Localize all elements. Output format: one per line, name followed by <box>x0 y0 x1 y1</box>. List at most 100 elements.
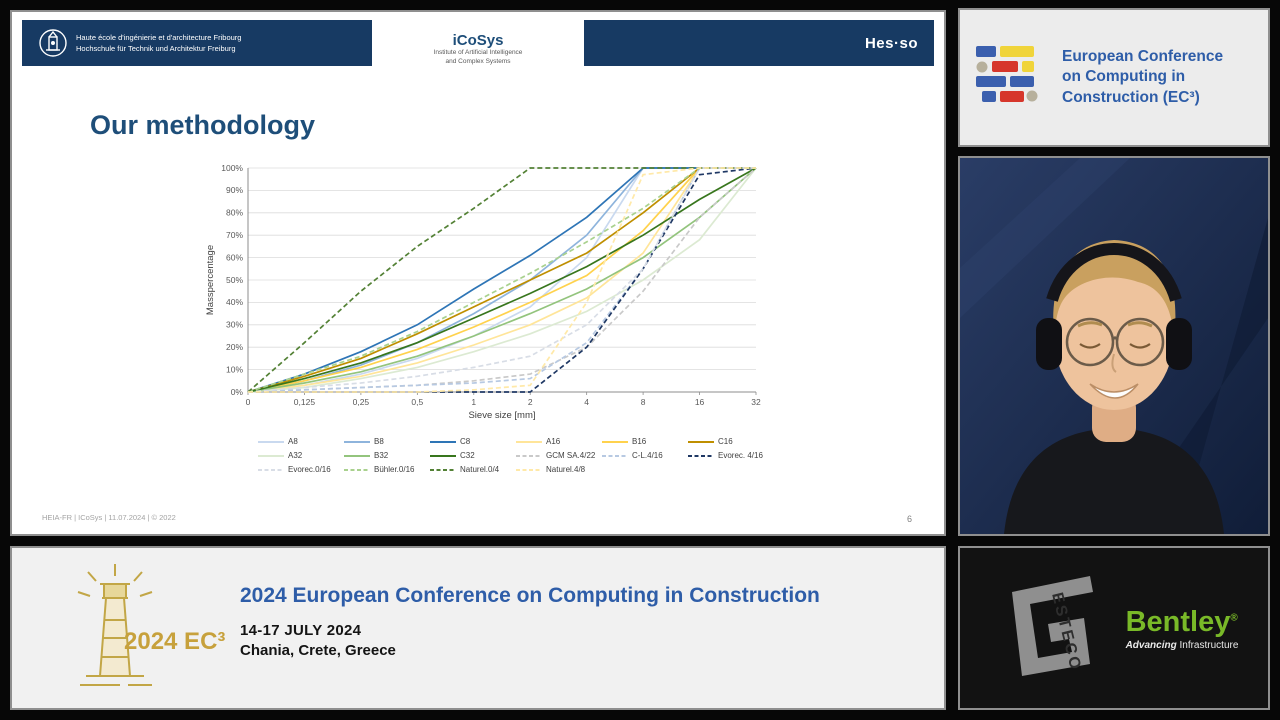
legend-swatch <box>516 468 542 471</box>
legend-item-evorec-4-16: Evorec. 4/16 <box>688 451 774 460</box>
legend-label: C16 <box>718 437 733 446</box>
svg-text:16: 16 <box>695 397 705 407</box>
conference-dates: 14-17 JULY 2024 <box>240 622 362 639</box>
legend-swatch <box>430 468 456 471</box>
legend-item-b16: B16 <box>602 437 688 446</box>
slide-title: Our methodology <box>90 110 315 140</box>
lighthouse-icon <box>77 564 153 686</box>
svg-text:4: 4 <box>584 397 589 407</box>
legend-item-naturel-4-8: Naturel.4/8 <box>516 465 602 474</box>
svg-text:0,25: 0,25 <box>353 397 370 407</box>
chart-legend: A8 B8 C8 A16 B16 C16 A32 B32 C32 GCM SA.4/22 C-L.4… <box>258 437 782 479</box>
presenter-webcam-video <box>960 158 1268 534</box>
legend-label: A8 <box>288 437 298 446</box>
heia-fr-logo: Haute école d'ingénierie et d'architectu… <box>38 27 241 59</box>
heia-line1: Haute école d'ingénierie et d'architectu… <box>76 32 242 42</box>
svg-text:40%: 40% <box>226 297 243 307</box>
legend-item-b8: B8 <box>344 437 430 446</box>
legend-swatch <box>430 454 456 457</box>
legend-swatch <box>258 440 284 443</box>
svg-text:0,5: 0,5 <box>411 397 423 407</box>
bentley-tagline: Infrastructure <box>1179 639 1239 651</box>
svg-text:100%: 100% <box>221 163 243 173</box>
legend-label: Evorec.0/16 <box>288 465 331 474</box>
slide-panel: Haute école d'ingénierie et d'architectu… <box>10 10 946 536</box>
icosys-subtitle-line2: and Complex Systems <box>445 57 511 65</box>
legend-item-a8: A8 <box>258 437 344 446</box>
legend-label: B8 <box>374 437 384 446</box>
legend-item-c-l-4-16: C-L.4/16 <box>602 451 688 460</box>
legend-label: A32 <box>288 451 303 460</box>
legend-item-c8: C8 <box>430 437 516 446</box>
icosys-subtitle-line1: Institute of Artificial Intelligence <box>433 48 523 56</box>
conference-logo-text: 2024 EC³ <box>124 628 226 655</box>
legend-swatch <box>344 468 370 471</box>
svg-text:0: 0 <box>246 397 251 407</box>
legend-item-evorec-0-16: Evorec.0/16 <box>258 465 344 474</box>
svg-text:Masspercentage: Masspercentage <box>205 245 216 315</box>
svg-text:70%: 70% <box>226 230 243 240</box>
svg-text:20%: 20% <box>226 342 243 352</box>
webcam-panel <box>958 156 1270 536</box>
slide-footer: HEIA-FR | ICoSys | 11.07.2024 | © 2022 <box>42 513 176 522</box>
legend-swatch <box>430 440 456 443</box>
legend-item-c32: C32 <box>430 451 516 460</box>
svg-text:32: 32 <box>751 397 761 407</box>
conference-location: Chania, Crete, Greece <box>240 642 396 659</box>
legend-swatch <box>516 440 542 443</box>
bentley-tagline-bold: Advancing <box>1125 639 1177 651</box>
svg-text:8: 8 <box>641 397 646 407</box>
svg-text:2: 2 <box>528 397 533 407</box>
svg-text:90%: 90% <box>226 185 243 195</box>
legend-label: GCM SA.4/22 <box>546 451 596 460</box>
bentley-wordmark: Bentley <box>1125 605 1231 638</box>
page-number: 6 <box>906 514 912 524</box>
legend-item-naturel-0-4: Naturel.0/4 <box>430 465 516 474</box>
legend-label: Naturel.4/8 <box>546 465 586 474</box>
legend-swatch <box>258 454 284 457</box>
sieve-curves-chart: 0% 10% 20% 30% 40% 50% 60% 70% 80% 90% 100% 0 0,125 0… <box>205 163 761 421</box>
svg-text:0,125: 0,125 <box>294 397 316 407</box>
legend-label: Bühler.0/16 <box>374 465 415 474</box>
icosys-logo: iCoSys Institute of Artificial Intellige… <box>372 20 584 78</box>
svg-text:0%: 0% <box>231 387 244 397</box>
legend-label: C32 <box>460 451 475 460</box>
conference-title: 2024 European Conference on Computing in… <box>240 584 820 607</box>
legend-swatch <box>516 454 542 457</box>
legend-swatch <box>258 468 284 471</box>
legend-item-b32: B32 <box>344 451 430 460</box>
legend-item-gcm-sa-4-22: GCM SA.4/22 <box>516 451 602 460</box>
legend-label: Naturel.0/4 <box>460 465 500 474</box>
svg-text:Sieve size [mm]: Sieve size [mm] <box>468 410 535 421</box>
svg-text:1: 1 <box>471 397 476 407</box>
heia-line2: Hochschule für Technik und Architektur F… <box>76 44 236 53</box>
bentley-logo: Bentley® Advancing Infrastructure <box>1126 606 1239 651</box>
hes-so-logo: Hes·so <box>864 34 918 52</box>
legend-item-a32: A32 <box>258 451 344 460</box>
legend-swatch <box>344 454 370 457</box>
legend-swatch <box>688 440 714 443</box>
chart: 0% 10% 20% 30% 40% 50% 60% 70% 80% 90% 100% 0 0,125 0… <box>202 158 782 479</box>
legend-swatch <box>602 440 628 443</box>
legend-label: A16 <box>546 437 561 446</box>
legend-label: C-L.4/16 <box>632 451 663 460</box>
svg-text:80%: 80% <box>226 208 243 218</box>
ec3-logo-icon <box>976 45 1038 102</box>
conference-banner: 2024 EC³ 2024 European Conference on Com… <box>10 546 946 710</box>
svg-text:10%: 10% <box>226 364 243 374</box>
legend-item-c16: C16 <box>688 437 774 446</box>
legend-swatch <box>602 454 628 457</box>
legend-item-b-hler-0-16: Bühler.0/16 <box>344 465 430 474</box>
legend-swatch <box>344 440 370 443</box>
legend-label: Evorec. 4/16 <box>718 451 763 460</box>
legend-label: B32 <box>374 451 389 460</box>
legend-swatch <box>688 454 714 457</box>
legend-label: C8 <box>460 437 471 446</box>
registered-mark: ® <box>1230 611 1238 623</box>
sponsor-panel: ESTECO Bentley® Advancing Infrastructure <box>958 546 1270 710</box>
esteco-logo: ESTECO <box>1011 576 1093 676</box>
svg-text:50%: 50% <box>226 275 243 285</box>
ec3-logo-panel: European Conference on Computing in Cons… <box>958 8 1270 147</box>
ec3-title: European Conference on Computing in Cons… <box>1062 48 1224 106</box>
svg-text:60%: 60% <box>226 252 243 262</box>
